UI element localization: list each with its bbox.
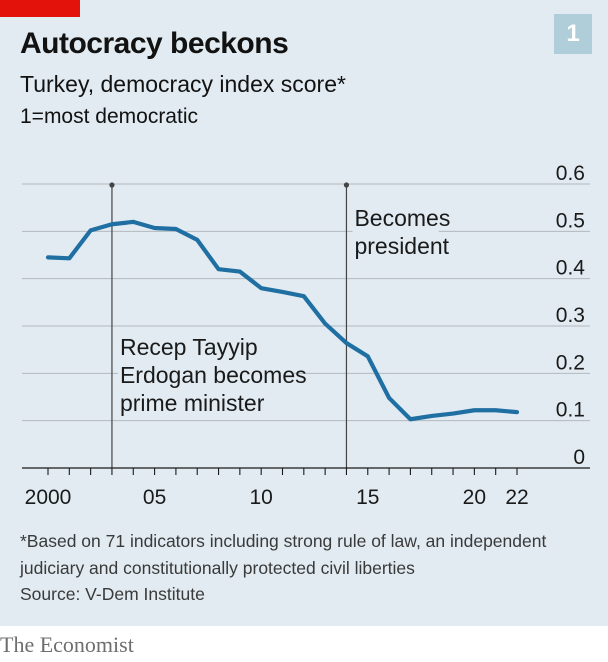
annotation-label-bg: [117, 391, 283, 417]
x-axis-labels: 2000 05 10 15 20 22: [25, 486, 529, 509]
brand-accent-bar: [0, 0, 80, 17]
y-tick-label: 0.2: [556, 351, 585, 374]
x-tick-label: 2000: [25, 486, 72, 509]
y-tick-label: 0.6: [556, 162, 585, 185]
annotation-label: Recep Tayyip: [120, 334, 258, 360]
chart-subtitle: Turkey, democracy index score*: [20, 71, 346, 97]
y-axis-labels: 0 0.1 0.2 0.3 0.4 0.5 0.6: [556, 162, 586, 469]
source-note: Source: V-Dem Institute: [20, 584, 205, 604]
x-tick-label: 05: [143, 486, 166, 509]
annotation-label: president: [354, 233, 449, 259]
x-tick-label: 15: [356, 486, 379, 509]
footnote: *Based on 71 indicators including strong…: [20, 531, 547, 578]
unit-note: 1=most democratic: [20, 105, 198, 128]
series-line: [45, 219, 520, 422]
x-axis: [22, 467, 590, 475]
y-tick-label: 0: [573, 446, 585, 469]
chart-number-badge: 1: [554, 14, 592, 54]
publisher-logo: The Economist: [0, 632, 134, 657]
y-tick-label: 0.4: [556, 257, 586, 280]
gridlines: [22, 183, 590, 422]
annotation-label-bg: [117, 335, 261, 361]
x-tick-label: 10: [250, 486, 273, 509]
annotation-label: prime minister: [120, 390, 265, 416]
y-tick-label: 0.3: [556, 304, 585, 327]
event-markers: [109, 182, 350, 468]
annotation-label-bg: [352, 206, 439, 232]
event-marker-dot: [109, 182, 115, 188]
chart-title: Autocracy beckons: [20, 27, 289, 60]
y-tick-label: 0.5: [556, 209, 585, 232]
event-marker-dot: [343, 182, 350, 188]
annotation-label: Erdogan becomes: [120, 362, 307, 388]
x-tick-label: 22: [505, 486, 528, 509]
chart-panel: [0, 0, 608, 626]
annotation-label-bg: [352, 234, 462, 260]
y-tick-label: 0.1: [556, 399, 585, 422]
series-layer: [45, 219, 520, 422]
annotation-label: Becomes: [354, 205, 450, 231]
x-tick-label: 20: [463, 486, 486, 509]
annotation-label-bg: [117, 363, 294, 389]
